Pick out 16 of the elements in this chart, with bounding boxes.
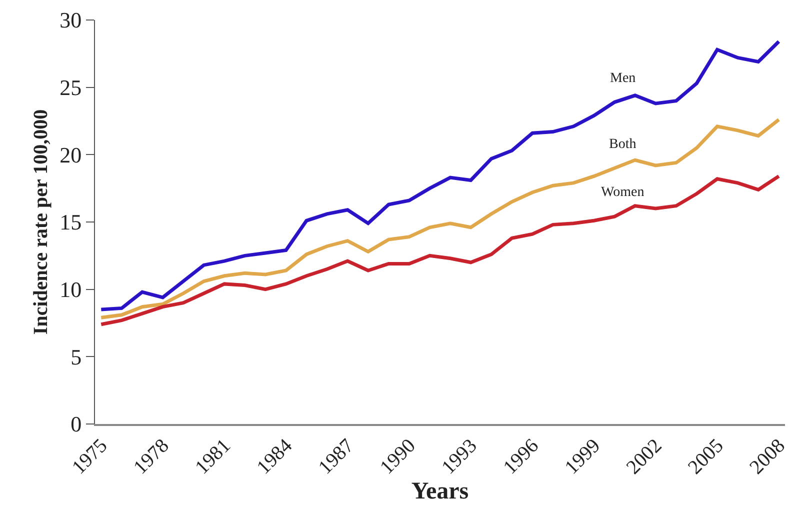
y-tick-label: 30	[60, 8, 82, 33]
x-tick-label: 1981	[191, 434, 235, 479]
y-tick-label: 0	[70, 412, 82, 437]
y-axis-title: Incidence rate per 100,000	[30, 109, 52, 335]
x-axis-title: Years	[411, 478, 469, 505]
line-series	[99, 40, 781, 312]
y-tick-label: 5	[70, 344, 82, 370]
y-tick-label: 25	[60, 75, 82, 100]
series-label: Both	[609, 137, 636, 152]
series-label: Men	[610, 71, 636, 86]
y-tick-label: 15	[60, 210, 82, 235]
y-tick-label: 20	[60, 142, 82, 168]
series-label: Women	[601, 185, 644, 200]
line-series	[99, 118, 781, 320]
line-series	[99, 174, 781, 326]
y-tick-label: 10	[60, 277, 82, 302]
